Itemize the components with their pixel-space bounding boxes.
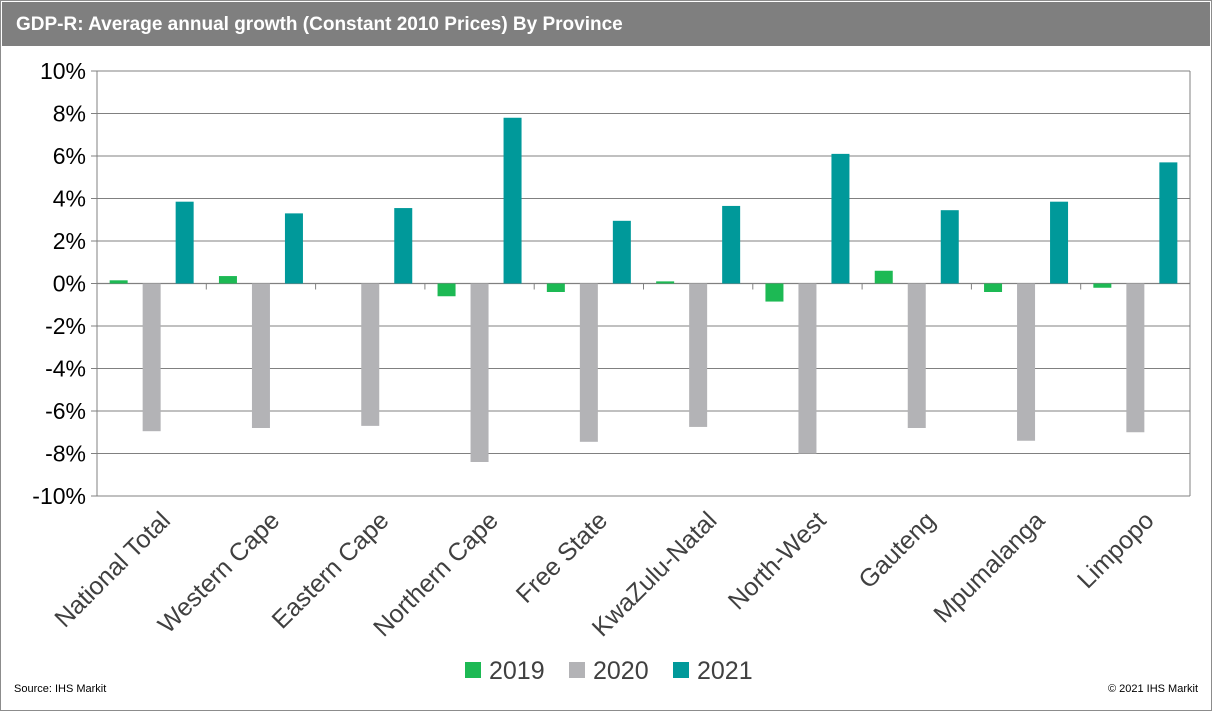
y-tick-label: -8% [45, 441, 86, 467]
legend-swatch-2019 [465, 662, 481, 678]
x-tick-label: Mpumalanga [928, 506, 1050, 628]
bar-2020 [361, 283, 380, 426]
bar-2021 [831, 153, 850, 284]
bar-2021 [940, 210, 959, 284]
x-tick-label: Limpopo [1072, 506, 1160, 594]
y-tick-label: -4% [45, 356, 86, 382]
bar-2019 [546, 283, 565, 292]
bar-2021 [284, 213, 303, 284]
y-tick-label: 10% [40, 58, 86, 84]
bar-2021 [612, 220, 631, 284]
y-tick-label: -2% [45, 313, 86, 339]
y-tick-label: 8% [53, 101, 86, 127]
bar-2020 [470, 283, 489, 462]
bar-2021 [722, 205, 741, 284]
bar-2020 [1126, 283, 1145, 433]
bar-2019 [109, 280, 128, 284]
y-tick-label: 4% [53, 186, 86, 212]
bar-2020 [251, 283, 270, 428]
bar-2019 [1093, 283, 1112, 288]
y-tick-label: -10% [32, 483, 86, 509]
legend-label: 2019 [489, 657, 545, 685]
bar-2020 [689, 283, 708, 427]
bar-2021 [1050, 201, 1069, 284]
x-tick-label: Gauteng [853, 506, 941, 594]
bar-2019 [656, 281, 675, 284]
bar-2019 [437, 283, 456, 297]
chart-title: GDP-R: Average annual growth (Constant 2… [16, 14, 623, 35]
bar-2020 [1017, 283, 1036, 441]
y-tick-label: 6% [53, 143, 86, 169]
legend-swatch-2020 [569, 662, 585, 678]
legend-label: 2020 [593, 657, 649, 685]
chart-header: GDP-R: Average annual growth (Constant 2… [2, 2, 1210, 46]
source-note: Source: IHS Markit [14, 683, 107, 695]
bar-2021 [394, 208, 413, 284]
bar-2021 [503, 117, 522, 284]
bar-2019 [765, 283, 784, 302]
bar-2020 [798, 283, 817, 454]
bar-2020 [579, 283, 598, 442]
bar-2021 [175, 201, 194, 284]
x-tick-label: North-West [723, 506, 832, 615]
bar-2019 [218, 276, 237, 284]
bar-2020 [907, 283, 926, 428]
legend-label: 2021 [697, 657, 753, 685]
y-tick-label: -6% [45, 398, 86, 424]
y-tick-label: 0% [53, 271, 86, 297]
bar-2020 [142, 283, 161, 432]
copyright-note: © 2021 IHS Markit [1107, 683, 1198, 695]
bar-2019 [984, 283, 1003, 292]
legend-swatch-2021 [673, 662, 689, 678]
bar-2021 [1159, 162, 1178, 284]
x-tick-label: Free State [511, 506, 613, 608]
y-tick-label: 2% [53, 228, 86, 254]
bar-2019 [874, 270, 893, 284]
